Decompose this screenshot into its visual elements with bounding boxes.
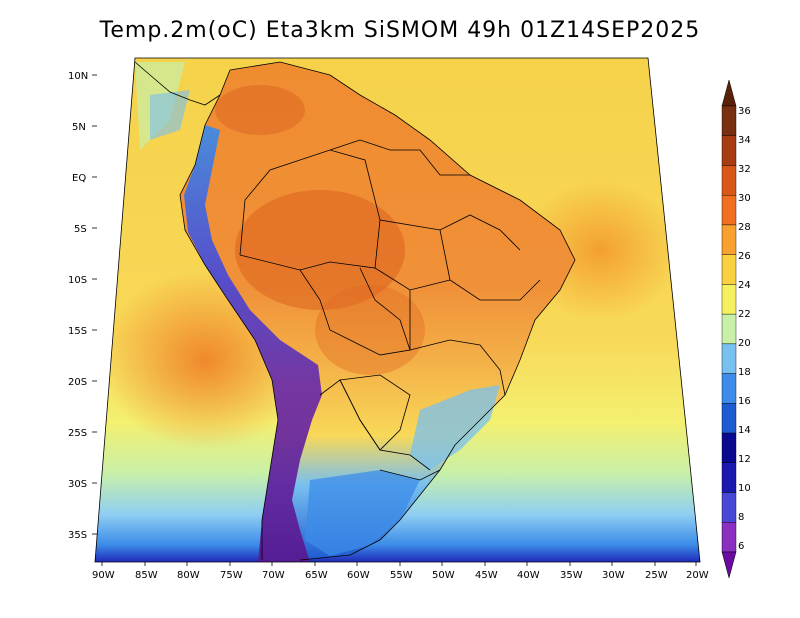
lat-label: 15S [68,326,87,337]
colorbar-label: 22 [738,309,751,320]
lat-label: 20S [68,377,87,388]
venezuela-warm-core [215,85,305,135]
latitude-labels: 10N 5N EQ 5S 10S 15S 20S 25S 30S 35S [68,71,88,541]
lon-label: 40W [517,570,540,581]
southeast-brazil-cool [410,385,500,470]
longitude-labels: 90W 85W 80W 75W 70W 65W 60W 55W 50W 45W … [92,570,709,581]
lon-label: 65W [305,570,328,581]
boundaries [134,61,576,561]
colorbar-label: 30 [738,193,751,204]
border-brazil-west [239,149,381,271]
lon-label: 35W [560,570,583,581]
colorbar-label: 16 [738,396,751,407]
border-brazil-states-2 [439,229,541,301]
border-brazil-states-4 [374,267,451,350]
pacific-cool-patch [150,90,190,140]
colorbar-segment [721,313,737,345]
lon-label: 85W [135,570,158,581]
longitude-ticks [101,562,697,566]
colorbar-segment [721,373,737,404]
colorbar-label: 36 [738,106,751,117]
lat-label: 10S [68,275,87,286]
colorbar-segment [721,135,737,166]
border-bolivia [299,267,411,356]
colorbar-bottom-arrow [721,551,737,579]
lon-label: 60W [347,570,370,581]
colorbar-segment [721,403,737,434]
colorbar-label: 6 [738,541,744,552]
lon-label: 50W [432,570,455,581]
lat-label: 30S [68,479,87,490]
lat-label: 5N [72,122,86,133]
colorbar-label: 18 [738,367,751,378]
lon-label: 25W [645,570,668,581]
colorbar-label: 10 [738,483,751,494]
lat-label: 5S [74,224,87,235]
border-brazil-states-3 [409,339,506,396]
colorbar-segment [721,343,737,374]
lat-label: 10N [68,71,88,82]
colorbar-segment [721,224,737,255]
colorbar-segment [721,194,737,226]
colorbar-label: 34 [738,135,751,146]
lon-label: 45W [475,570,498,581]
colorbar [721,79,737,579]
colorbar-segment [721,432,737,464]
central-america-coast [134,61,221,106]
colorbar-label: 24 [738,280,751,291]
border-uruguay [379,469,441,481]
lon-label: 70W [262,570,285,581]
colorbar-label: 28 [738,222,751,233]
amazon-warm-core [235,190,405,310]
colorbar-label: 26 [738,251,751,262]
andes-cold-band [184,125,322,562]
colorbar-segment [721,284,737,315]
colorbar-label: 32 [738,164,751,175]
border-brazil-states-1 [379,214,521,251]
coastline [179,61,576,561]
colorbar-label: 12 [738,454,751,465]
domain-outline [94,57,701,563]
colorbar-segment [721,462,737,493]
lon-label: 20W [686,570,709,581]
central-warm-core [315,285,425,375]
colorbar-segment [721,522,737,553]
border-guianas [329,139,470,176]
lon-label: 90W [92,570,115,581]
colorbar-label: 20 [738,338,751,349]
model-domain [95,58,700,562]
colorbar-segment [721,165,737,196]
lon-label: 80W [177,570,200,581]
colorbar-label: 8 [738,512,744,523]
lon-label: 30W [602,570,625,581]
lon-label: 75W [220,570,243,581]
southern-cone-cool [305,470,420,556]
colorbar-label: 14 [738,425,751,436]
colorbar-segment [721,492,737,523]
lon-label: 55W [390,570,413,581]
colorbar-segment [721,254,737,285]
lat-label: 25S [68,428,87,439]
lat-label: 35S [68,530,87,541]
map-title: Temp.2m(oC) Eta3km SiSMOM 49h 01Z14SEP20… [99,18,701,43]
colorbar-segment [721,105,737,136]
colorbar-labels: 36 34 32 30 28 26 24 22 20 18 16 14 12 1… [738,106,751,552]
latitude-ticks [92,74,97,535]
colorbar-top-arrow [721,79,737,107]
border-argentina-north [319,379,431,471]
lat-label: EQ [72,173,86,184]
